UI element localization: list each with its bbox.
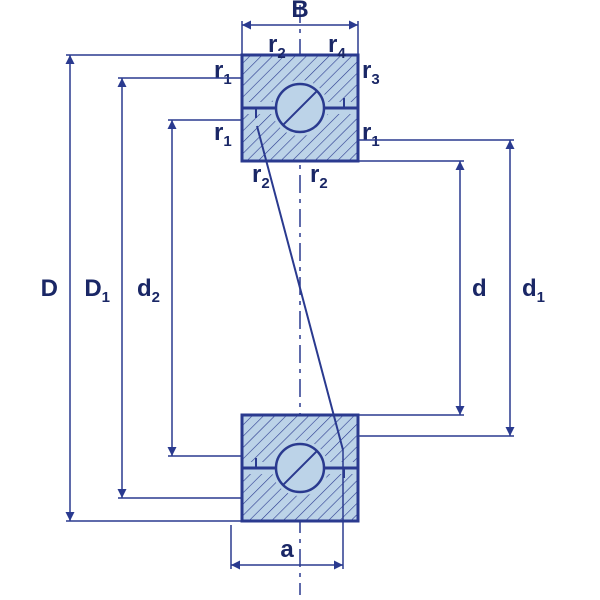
svg-text:d: d — [472, 275, 487, 302]
svg-text:r4: r4 — [328, 31, 346, 62]
svg-text:a: a — [280, 536, 294, 563]
bearing-diagram: Br2r4r1r3r1r1r2r2DD1d2dd1a — [0, 0, 600, 600]
svg-text:D1: D1 — [84, 275, 110, 306]
svg-text:r1: r1 — [362, 119, 380, 150]
svg-text:r1: r1 — [214, 119, 232, 150]
svg-text:d2: d2 — [137, 275, 160, 306]
svg-text:r1: r1 — [214, 57, 232, 88]
svg-text:D: D — [41, 275, 58, 302]
svg-text:r2: r2 — [310, 161, 328, 192]
svg-text:B: B — [291, 0, 308, 23]
svg-text:d1: d1 — [522, 275, 545, 306]
svg-text:r2: r2 — [268, 31, 286, 62]
svg-text:r3: r3 — [362, 57, 380, 88]
